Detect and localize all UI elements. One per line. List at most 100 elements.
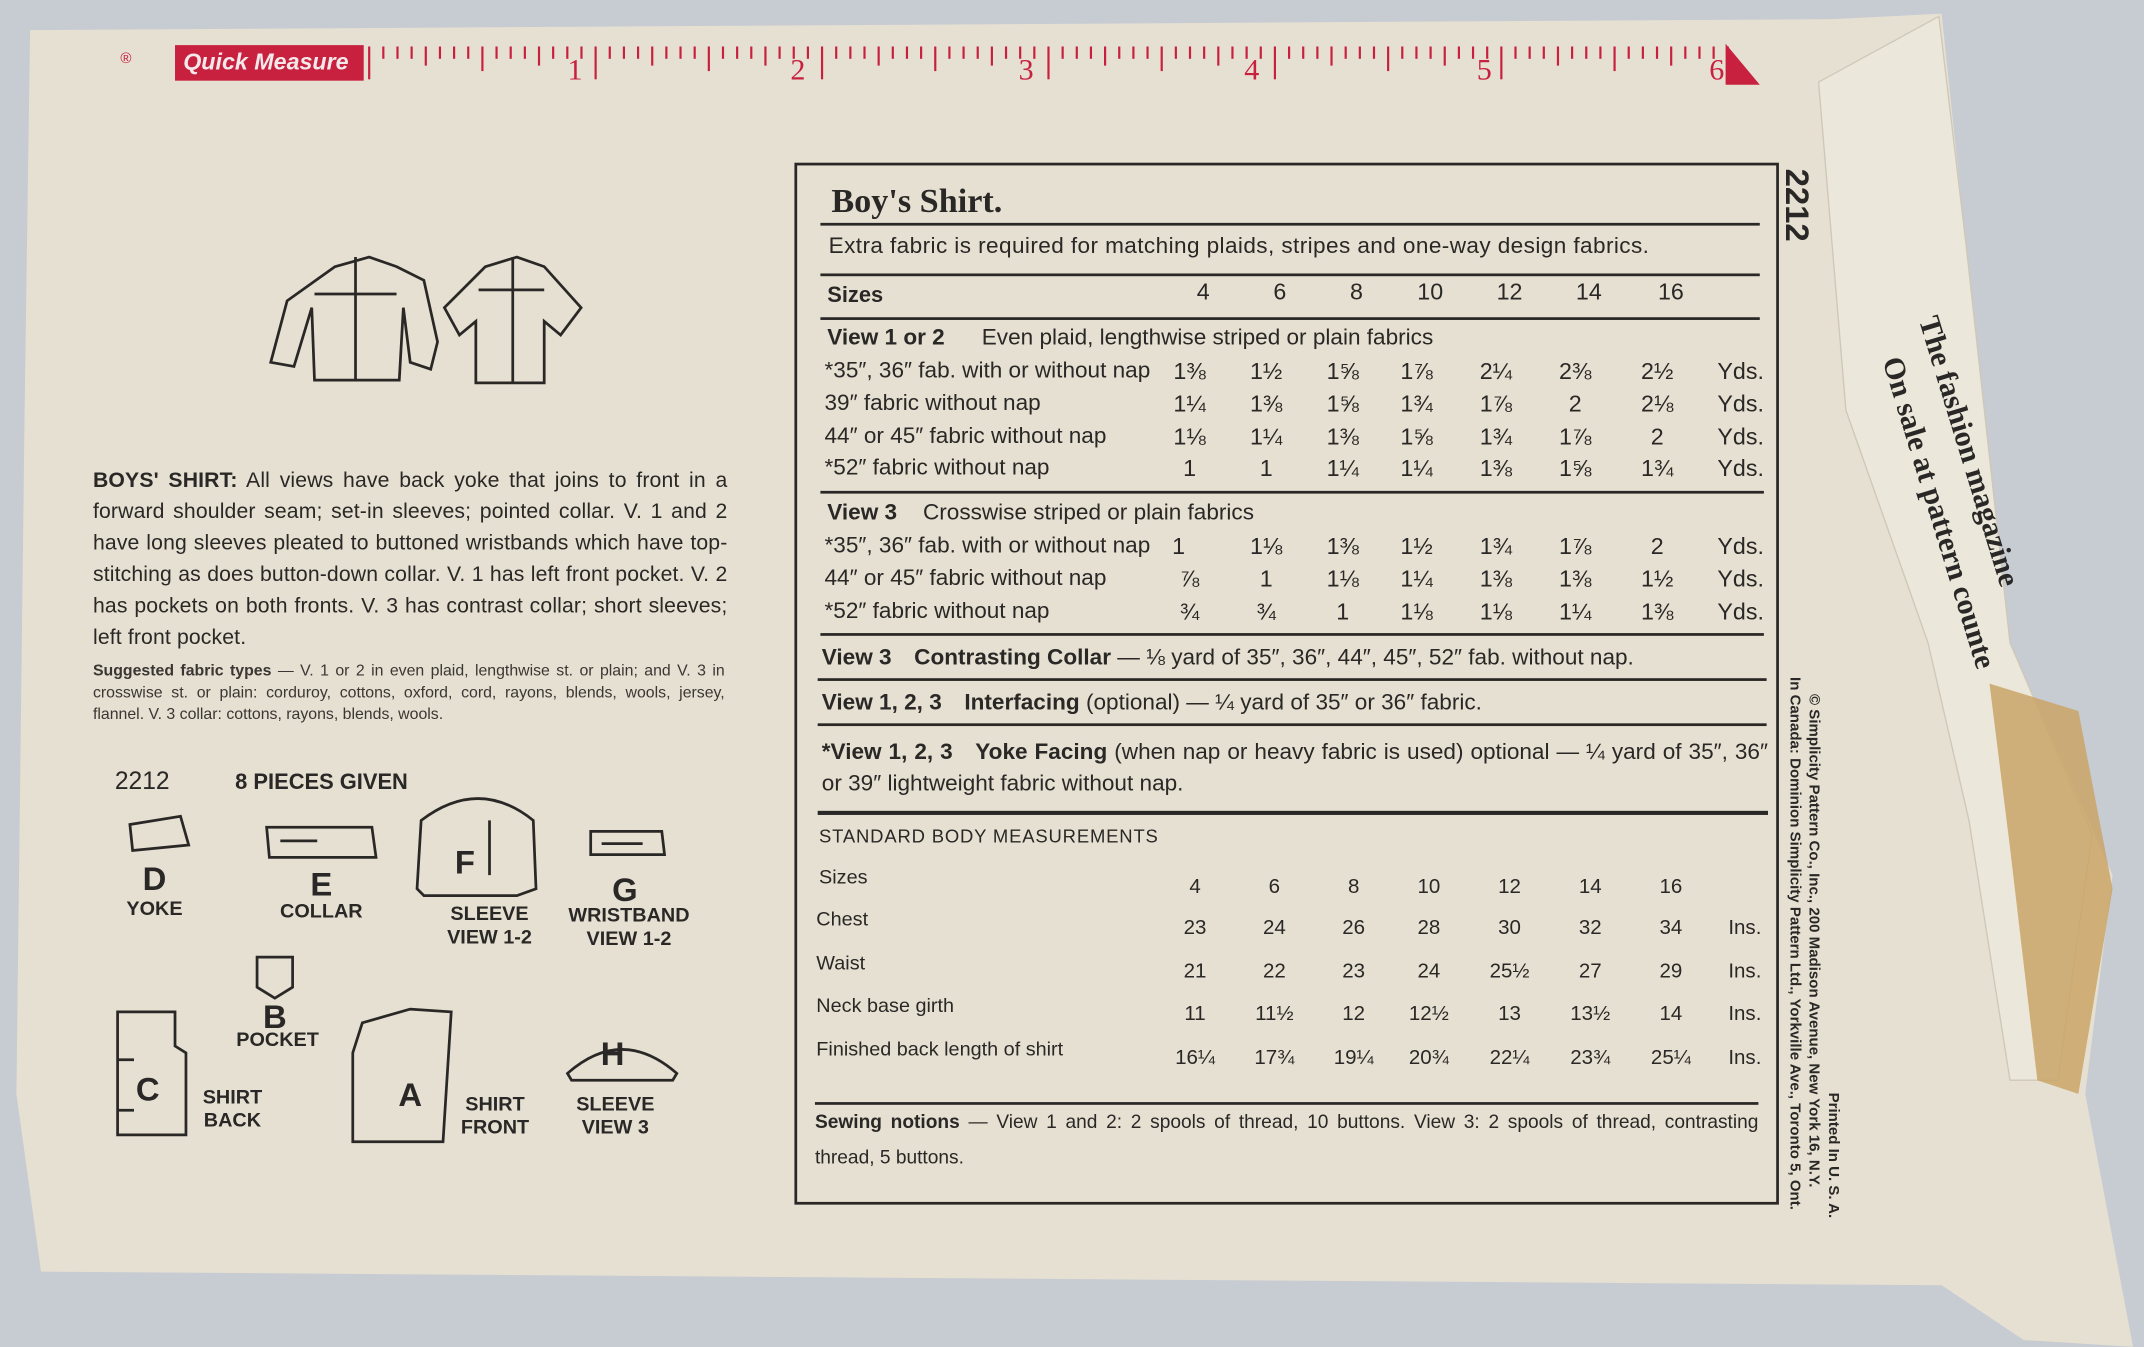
registered-mark: ®: [120, 50, 132, 68]
row-label: *52″ fabric without nap: [824, 598, 1050, 623]
note: View 1, 2, 3 Interfacing (optional) — ¼ …: [822, 688, 1768, 719]
rule: [820, 273, 1760, 276]
unit: Yds.: [1717, 533, 1764, 560]
ruler-number: 6: [1709, 51, 1725, 87]
measure-cell: 26: [1342, 916, 1366, 940]
ruler-number: 5: [1476, 51, 1492, 87]
chart-title: Boy's Shirt.: [831, 183, 1003, 221]
measure-cell: 32: [1578, 916, 1602, 940]
piece-letter: D: [142, 861, 167, 899]
piece-letter: B: [262, 999, 287, 1037]
note: *View 1, 2, 3 Yoke Facing (when nap or h…: [822, 737, 1768, 800]
measure-cell: 12½: [1408, 1002, 1449, 1026]
yardage-cell: 1⅞: [1559, 533, 1592, 560]
yardage-cell: 1¾: [1641, 455, 1674, 482]
yardage-cell: 1⅜: [1326, 423, 1359, 450]
piece-letter: A: [398, 1077, 423, 1115]
sizes-label: Sizes: [827, 284, 884, 308]
piece-label: POCKET: [236, 1029, 319, 1052]
size: 4: [1189, 875, 1201, 899]
yardage-cell: 1⅞: [1559, 423, 1592, 450]
unit: Yds.: [1717, 455, 1764, 482]
yardage-cell: 1⅞: [1479, 390, 1513, 417]
measure-cell: 14: [1659, 1002, 1683, 1026]
piece-letter: C: [135, 1072, 160, 1109]
note-view: *View 1, 2, 3: [821, 739, 953, 765]
yardage-cell: ¾: [1256, 598, 1276, 625]
ruler-number: 2: [790, 51, 806, 87]
shirt-sketches: [269, 255, 583, 385]
row-label: *35″, 36″ fab. with or without nap: [824, 533, 1151, 558]
size: 10: [1417, 875, 1441, 899]
row-label: 39″ fabric without nap: [824, 390, 1041, 416]
measure-cell: 24: [1262, 916, 1286, 940]
measure-cell: 22¼: [1489, 1045, 1530, 1069]
measure-label: Finished back length of shirt: [816, 1038, 1064, 1061]
measure-cell: 34: [1659, 916, 1683, 940]
piece-letter: F: [454, 845, 475, 882]
piece-label: SHIRT FRONT: [460, 1093, 530, 1140]
section-heading: Crosswise striped or plain fabrics: [922, 500, 1254, 526]
yardage-cell: 1¼: [1400, 455, 1433, 482]
printed-in: Printed In U. S. A.: [1824, 1092, 1842, 1219]
yardage-cell: 1⅜: [1559, 565, 1592, 592]
unit: Yds.: [1717, 358, 1764, 385]
side-number: 2212: [1777, 168, 1815, 242]
measure-label: Neck base girth: [816, 995, 955, 1018]
sizes-label: Sizes: [819, 866, 868, 889]
measure-cell: 23¾: [1570, 1045, 1611, 1069]
piece-label: WRISTBAND VIEW 1-2: [568, 905, 690, 951]
yardage-cell: 1⅞: [1400, 358, 1433, 385]
note-label: Contrasting Collar: [914, 645, 1111, 671]
piece-label: SLEEVE VIEW 1-2: [447, 903, 532, 949]
measure-label: Waist: [816, 952, 866, 975]
yardage-cell: 1⅛: [1479, 598, 1513, 625]
size: 8: [1347, 875, 1360, 899]
chart-box: [794, 162, 1779, 1205]
note-text: — ⅛ yard of 35″, 36″, 44″, 45″, 52″ fab.…: [1117, 645, 1634, 671]
measure-label: Chest: [816, 909, 869, 932]
measure-cell: 21: [1183, 959, 1207, 983]
ruler-label: Quick Measure: [183, 49, 349, 76]
yardage-cell: 1⅝: [1326, 358, 1359, 385]
rule: [817, 678, 1767, 681]
piece-label: SHIRT BACK: [202, 1087, 263, 1133]
piece-shapes: [116, 797, 679, 1144]
ruler-number: 4: [1244, 51, 1260, 87]
yardage-cell: 2¼: [1479, 358, 1513, 385]
rule: [820, 633, 1764, 636]
rule: [814, 1102, 1759, 1105]
measure-cell: 17¾: [1254, 1045, 1295, 1069]
measure-cell: 25¼: [1650, 1045, 1691, 1069]
size: 6: [1268, 875, 1281, 899]
fabric-types-text: — V. 1 or 2 in even plaid, lengthwise st…: [92, 661, 725, 724]
chart-note: Extra fabric is required for matching pl…: [828, 233, 1650, 259]
size: 12: [1496, 278, 1523, 305]
unit: Ins.: [1728, 1045, 1762, 1069]
size: 12: [1498, 875, 1521, 899]
pattern-number: 2212: [114, 767, 170, 795]
note-text: (optional) — ¼ yard of 35″ or 36″ fabric…: [1085, 690, 1482, 716]
section-heading: Even plaid, lengthwise striped or plain …: [981, 325, 1434, 351]
yardage-cell: 1¾: [1479, 533, 1513, 560]
yardage-cell: 2½: [1641, 358, 1674, 385]
size: 6: [1273, 278, 1287, 305]
yardage-cell: 1: [1172, 533, 1186, 560]
notions-text: — View 1 and 2: 2 spools of thread, 10 b…: [814, 1110, 1759, 1168]
yardage-cell: 1½: [1641, 565, 1674, 592]
size: 16: [1659, 875, 1683, 899]
yardage-cell: 1⅜: [1641, 598, 1674, 625]
ruler-label-box: [175, 45, 364, 81]
yardage-cell: 1⅜: [1326, 533, 1359, 560]
yardage-cell: 2⅛: [1641, 390, 1674, 417]
measure-cell: 20¾: [1408, 1045, 1449, 1069]
unit: Yds.: [1717, 390, 1764, 417]
ruler-number: 3: [1018, 51, 1034, 87]
rule: [820, 222, 1760, 225]
measure-cell: 29: [1659, 959, 1683, 983]
row-label: *35″, 36″ fab. with or without nap: [824, 358, 1151, 383]
yardage-cell: 1⅜: [1173, 358, 1206, 385]
